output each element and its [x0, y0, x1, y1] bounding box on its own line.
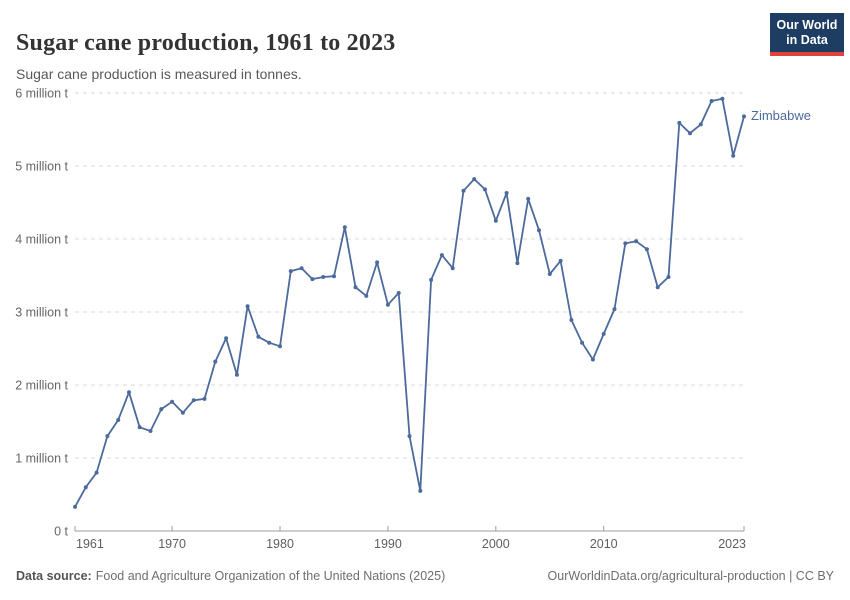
data-point-marker: [299, 266, 304, 271]
data-point-marker: [698, 122, 703, 127]
data-point-marker: [450, 266, 455, 271]
data-point-marker: [288, 269, 293, 274]
chart-subtitle: Sugar cane production is measured in ton…: [16, 66, 302, 82]
data-point-marker: [256, 334, 261, 339]
owid-logo-line2: in Data: [786, 33, 828, 47]
x-axis-tick-label: 1980: [266, 537, 294, 551]
data-point-marker: [644, 247, 649, 252]
data-point-marker: [504, 191, 509, 195]
x-axis-tick-label: 1990: [374, 537, 402, 551]
data-point-marker: [353, 285, 358, 290]
data-point-marker: [321, 275, 326, 279]
data-point-marker: [688, 131, 692, 136]
data-point-marker: [396, 291, 401, 295]
data-point-marker: [731, 153, 736, 158]
data-point-marker: [526, 196, 531, 201]
data-point-marker: [483, 187, 487, 192]
data-point-marker: [580, 340, 585, 345]
data-point-marker: [375, 260, 380, 265]
x-axis-tick-label: 1970: [158, 537, 186, 551]
data-point-marker: [202, 396, 207, 401]
data-point-marker: [493, 218, 498, 223]
data-point-marker: [429, 277, 434, 282]
data-point-marker: [234, 372, 239, 377]
data-point-marker: [569, 318, 574, 322]
data-point-marker: [94, 470, 99, 475]
data-point-marker: [83, 485, 88, 490]
data-source-note: Data source: Food and Agriculture Organiz…: [16, 569, 445, 583]
data-point-marker: [127, 390, 131, 395]
data-point-marker: [116, 418, 121, 422]
data-point-marker: [634, 239, 639, 244]
data-point-marker: [191, 398, 196, 403]
data-point-marker: [342, 225, 347, 230]
data-point-marker: [666, 275, 671, 279]
data-point-marker: [558, 258, 563, 263]
data-point-marker: [537, 228, 541, 233]
data-point-marker: [601, 331, 606, 336]
data-point-marker: [547, 272, 552, 276]
chart-footer: Data source: Food and Agriculture Organiz…: [16, 569, 834, 583]
data-point-marker: [720, 96, 725, 101]
owid-logo: Our World in Data: [770, 13, 844, 56]
data-point-marker: [73, 504, 77, 509]
x-axis-tick-label: 2010: [590, 537, 618, 551]
data-point-marker: [439, 253, 444, 258]
data-point-marker: [385, 302, 390, 307]
y-axis-tick-label: 6 million t: [15, 86, 68, 100]
data-point-marker: [418, 488, 423, 493]
data-point-marker: [407, 434, 412, 439]
data-point-marker: [742, 114, 746, 119]
y-axis-tick-label: 5 million t: [15, 159, 68, 173]
data-point-marker: [461, 188, 466, 193]
data-point-marker: [364, 293, 369, 298]
data-point-marker: [213, 359, 218, 364]
data-point-marker: [170, 399, 175, 404]
series-entity-label: Zimbabwe: [751, 108, 811, 124]
x-axis-tick-label: 2000: [482, 537, 510, 551]
data-point-marker: [677, 120, 682, 125]
x-axis-tick-label: 1961: [76, 537, 104, 551]
data-point-marker: [332, 274, 336, 279]
owid-logo-line1: Our World: [776, 18, 838, 32]
data-point-marker: [655, 285, 660, 290]
data-point-marker: [623, 241, 628, 246]
y-axis-tick-label: 1 million t: [15, 451, 68, 465]
data-source-label: Data source:: [16, 569, 92, 583]
data-point-marker: [245, 304, 250, 309]
data-point-marker: [267, 340, 272, 345]
data-point-marker: [159, 407, 164, 412]
license-credit: OurWorldinData.org/agricultural-producti…: [547, 569, 834, 583]
data-point-marker: [590, 357, 595, 362]
y-axis-tick-label: 4 million t: [15, 232, 68, 246]
data-point-marker: [310, 277, 315, 282]
data-source-text: Food and Agriculture Organization of the…: [95, 569, 446, 583]
chart-title: Sugar cane production, 1961 to 2023: [16, 30, 396, 57]
y-axis-tick-label: 3 million t: [15, 305, 68, 319]
data-point-marker: [180, 410, 185, 415]
data-point-marker: [105, 434, 110, 439]
data-point-marker: [515, 261, 520, 266]
data-point-marker: [224, 336, 229, 341]
x-axis-tick-label: 2023: [718, 537, 746, 551]
data-point-marker: [612, 307, 617, 312]
data-point-marker: [137, 425, 142, 430]
series-line-zimbabwe: [74, 97, 745, 508]
y-axis-tick-label: 2 million t: [15, 378, 68, 392]
y-axis-tick-label: 0 t: [54, 524, 68, 538]
data-point-marker: [472, 177, 477, 182]
data-point-marker: [148, 429, 153, 433]
data-point-marker: [278, 344, 282, 349]
data-point-marker: [709, 99, 714, 103]
